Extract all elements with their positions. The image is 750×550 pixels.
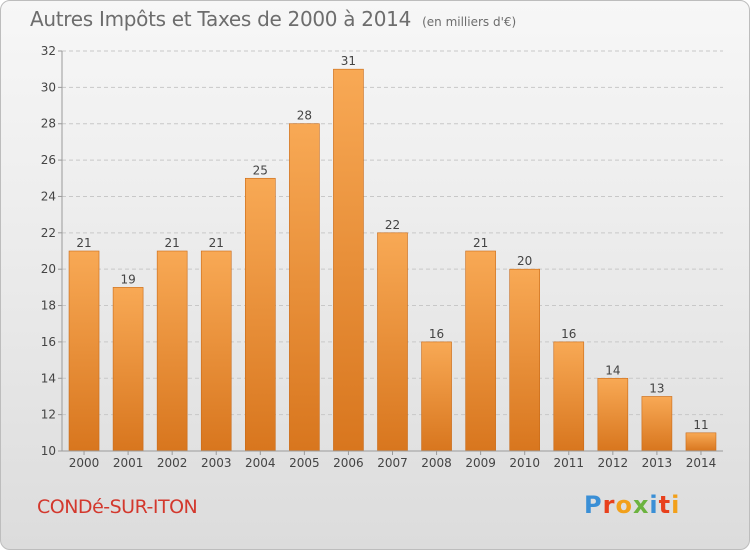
bar-2008 [421,341,452,452]
bar-2002 [156,250,188,452]
x-tick-label: 2001 [113,456,144,470]
data-labels: 21 19 21 21 25 28 31 22 16 21 20 16 14 13 11 [76,54,708,432]
bar-2005 [289,123,320,452]
y-tick-label: 10 [41,444,56,458]
logo-letter: i [671,491,681,519]
bar-2006 [333,68,364,452]
logo-letter: i [649,491,659,519]
x-tick-label: 2011 [553,456,584,470]
x-axis-ticks: 2000 2001 2002 2003 2004 2005 2006 2007 2008 2009… [69,451,716,470]
y-tick-label: 30 [41,80,56,94]
bar-2014 [685,432,717,452]
data-label: 21 [209,236,224,250]
x-tick-label: 2004 [245,456,276,470]
y-tick-label: 28 [41,117,56,131]
x-tick-label: 2014 [686,456,717,470]
y-axis-ticks: 10 12 14 16 18 20 22 24 26 28 30 32 [41,44,62,458]
data-label: 28 [297,109,312,123]
data-label: 16 [561,327,576,341]
x-tick-label: 2012 [598,456,629,470]
y-tick-label: 24 [41,189,56,203]
bar-2007 [377,232,408,452]
title-line: Autres Impôts et Taxes de 2000 à 2014 (e… [30,7,516,31]
proxiti-logo: Proxiti [584,491,680,519]
bar-2011 [553,341,585,452]
y-tick-label: 20 [41,262,56,276]
data-label: 11 [693,418,708,432]
data-label: 19 [120,272,135,286]
bar-2000 [68,250,100,452]
x-tick-label: 2000 [69,456,100,470]
data-label: 16 [429,327,444,341]
commune-name: CONDé-SUR-ITON [37,496,198,518]
bar-2003 [200,250,232,452]
y-tick-label: 14 [41,371,56,385]
logo-letter: o [615,491,633,519]
chart-title: Autres Impôts et Taxes de 2000 à 2014 [30,7,411,31]
bar-2001 [112,287,144,452]
y-tick-label: 32 [41,44,56,58]
x-tick-label: 2006 [333,456,364,470]
y-tick-label: 26 [41,153,56,167]
logo-letter: t [658,491,672,519]
data-label: 14 [605,363,620,377]
bar-2013 [641,396,673,452]
chart-unit: (en milliers d'€) [422,15,517,29]
data-label: 20 [517,254,532,268]
data-label: 21 [76,236,91,250]
y-tick-label: 12 [41,408,56,422]
bar-2012 [597,377,629,452]
y-tick-label: 18 [41,299,56,313]
logo-letter: P [584,491,603,519]
x-tick-label: 2010 [509,456,540,470]
x-tick-label: 2002 [157,456,188,470]
x-tick-label: 2003 [201,456,232,470]
bar-2010 [509,268,541,452]
logo-letter: r [602,491,616,519]
x-tick-label: 2005 [289,456,320,470]
x-tick-label: 2008 [421,456,452,470]
data-label: 25 [253,163,268,177]
bar-2009 [465,250,496,452]
logo-letter: x [632,491,650,519]
x-tick-label: 2013 [642,456,673,470]
x-tick-label: 2007 [377,456,408,470]
x-tick-label: 2009 [465,456,496,470]
y-tick-label: 16 [41,335,56,349]
bar-2004 [245,177,276,452]
bars [68,68,717,452]
data-label: 21 [473,236,488,250]
data-label: 21 [165,236,180,250]
y-tick-label: 22 [41,226,56,240]
data-label: 13 [649,381,664,395]
data-label: 31 [341,54,356,68]
data-label: 22 [385,218,400,232]
